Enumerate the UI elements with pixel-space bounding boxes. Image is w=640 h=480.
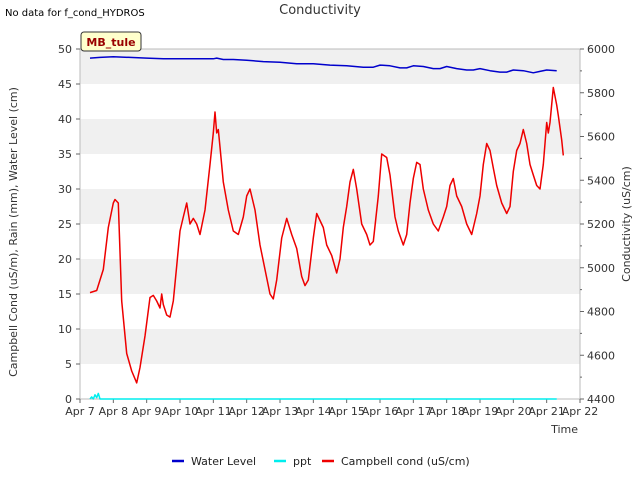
legend-label-campbell-cond-us-cm: Campbell cond (uS/cm): [341, 455, 470, 468]
x-tick-label: Apr 17: [395, 405, 432, 418]
chart-title: Conductivity: [279, 3, 361, 18]
x-tick-label: Apr 22: [562, 405, 599, 418]
y-right-tick-label: 5800: [587, 87, 615, 100]
x-tick-label: Apr 14: [295, 405, 332, 418]
site-label: MB_tule: [86, 36, 135, 49]
series-line-water-level: [89, 55, 557, 74]
y-right-tick-label: 6000: [587, 43, 615, 56]
grid-band: [80, 119, 580, 154]
y-right-tick-label: 4800: [587, 306, 615, 319]
x-tick-label: Apr 18: [428, 405, 465, 418]
x-tick-label: Apr 11: [195, 405, 232, 418]
grid-band: [80, 259, 580, 294]
series-line-campbell-cond-us-cm: [89, 86, 565, 384]
x-tick-label: Apr 13: [262, 405, 299, 418]
grid-band: [80, 329, 580, 364]
x-tick-label: Apr 10: [162, 405, 199, 418]
y-left-tick-label: 10: [58, 323, 72, 336]
x-tick-label: Apr 15: [328, 405, 365, 418]
x-tick-label: Apr 20: [495, 405, 532, 418]
y-left-tick-label: 45: [58, 78, 72, 91]
y-right-tick-label: 5200: [587, 218, 615, 231]
x-tick-label: Apr 16: [362, 405, 399, 418]
x-tick-label: Apr 8: [99, 405, 129, 418]
y-left-tick-label: 40: [58, 113, 72, 126]
y-right-tick-label: 4400: [587, 393, 615, 406]
no-data-note: No data for f_cond_HYDROS: [5, 8, 145, 19]
y-left-tick-label: 5: [65, 358, 72, 371]
y-right-tick-label: 4600: [587, 349, 615, 362]
x-axis-label: Time: [550, 423, 578, 436]
legend-label-water-level: Water Level: [191, 455, 256, 468]
y-left-tick-label: 50: [58, 43, 72, 56]
y-left-tick-label: 20: [58, 253, 72, 266]
y-right-tick-label: 5400: [587, 174, 615, 187]
y-right-axis-label: Conductivity (uS/cm): [620, 166, 633, 282]
site-label-box: [80, 31, 142, 52]
y-left-tick-label: 0: [65, 393, 72, 406]
grid-band: [80, 49, 580, 84]
y-left-tick-label: 15: [58, 288, 72, 301]
grid-band: [80, 189, 580, 224]
series-line-ppt: [89, 392, 557, 400]
y-left-tick-label: 30: [58, 183, 72, 196]
x-tick-label: Apr 19: [462, 405, 499, 418]
x-tick-label: Apr 12: [228, 405, 265, 418]
y-left-axis-label: Campbell Cond (uS/m), Rain (mm), Water L…: [7, 87, 20, 377]
x-tick-label: Apr 21: [528, 405, 565, 418]
y-left-tick-label: 35: [58, 148, 72, 161]
y-right-tick-label: 5000: [587, 262, 615, 275]
y-right-tick-label: 5600: [587, 131, 615, 144]
x-tick-label: Apr 7: [65, 405, 95, 418]
x-tick-label: Apr 9: [132, 405, 162, 418]
legend-label-ppt: ppt: [293, 455, 312, 468]
y-left-tick-label: 25: [58, 218, 72, 231]
